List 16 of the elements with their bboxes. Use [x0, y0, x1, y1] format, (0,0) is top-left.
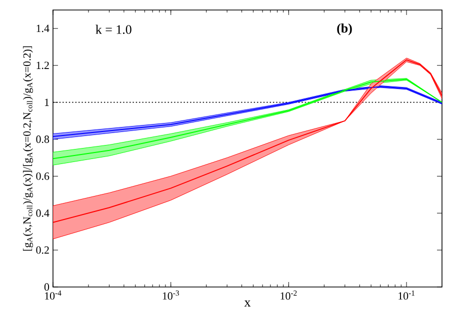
- y-tick-label: 0.8: [36, 136, 50, 143]
- x-tick-label: 10$^{-2}$: [280, 290, 297, 300]
- y-tick-label: 0.4: [36, 209, 50, 217]
- y-tick-label: 1.4: [36, 24, 50, 32]
- x-tick-label: 10$^{-4}$: [45, 290, 62, 300]
- y-tick-label: 0: [44, 283, 50, 291]
- y-tick-label: 1.2: [36, 62, 49, 70]
- y-tick-label: 0.6: [36, 172, 50, 180]
- x-tick-label: 10$^{-3}$: [162, 290, 179, 300]
- x-axis-title: x: [244, 300, 251, 306]
- x-tick-label: 10$^{-1}$: [398, 290, 414, 300]
- y-tick-label: 1: [44, 98, 49, 106]
- annotation: (b): [337, 24, 352, 36]
- annotation: k = 1.0: [96, 24, 132, 34]
- y-tick-label: 0.2: [36, 246, 49, 254]
- text: [g$_{A}$(x,N$_{coll}$)/g$_{A}$(x)]/[g$_{A}$(x=0.2,N$_{coll}$)/g$_{A}$(x=0.2)]: [22, 46, 33, 251]
